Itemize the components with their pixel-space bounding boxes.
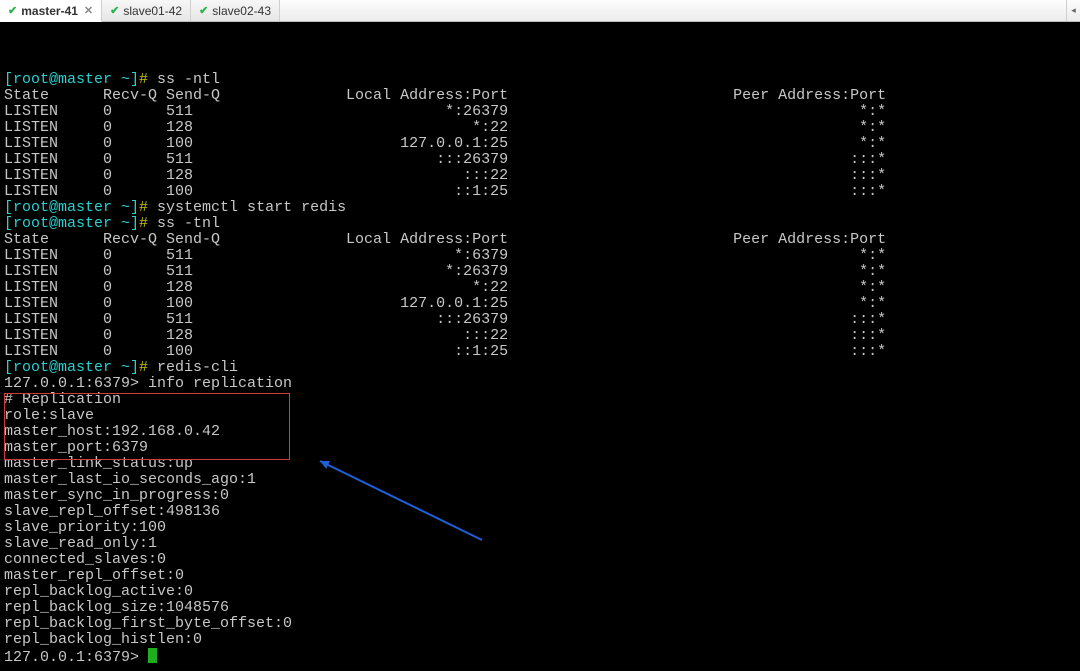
check-icon: ✔ [8,4,17,17]
tab-label: slave02-43 [212,4,271,18]
tab-slave01-42[interactable]: ✔ slave01-42 [102,0,191,21]
check-icon: ✔ [199,4,208,17]
tab-bar-spacer [280,0,1066,21]
check-icon: ✔ [110,4,119,17]
cursor [148,648,157,663]
tab-menu-caret-icon[interactable]: ◂ [1066,0,1080,21]
tab-slave02-43[interactable]: ✔ slave02-43 [191,0,280,21]
terminal[interactable]: [root@master ~]# ss -ntlState Recv-Q Sen… [0,22,1080,671]
tab-master-41[interactable]: ✔ master-41 ✕ [0,0,102,22]
close-icon[interactable]: ✕ [84,4,93,17]
tab-bar: ✔ master-41 ✕ ✔ slave01-42 ✔ slave02-43 … [0,0,1080,22]
tab-label: master-41 [21,4,78,18]
tab-label: slave01-42 [123,4,182,18]
